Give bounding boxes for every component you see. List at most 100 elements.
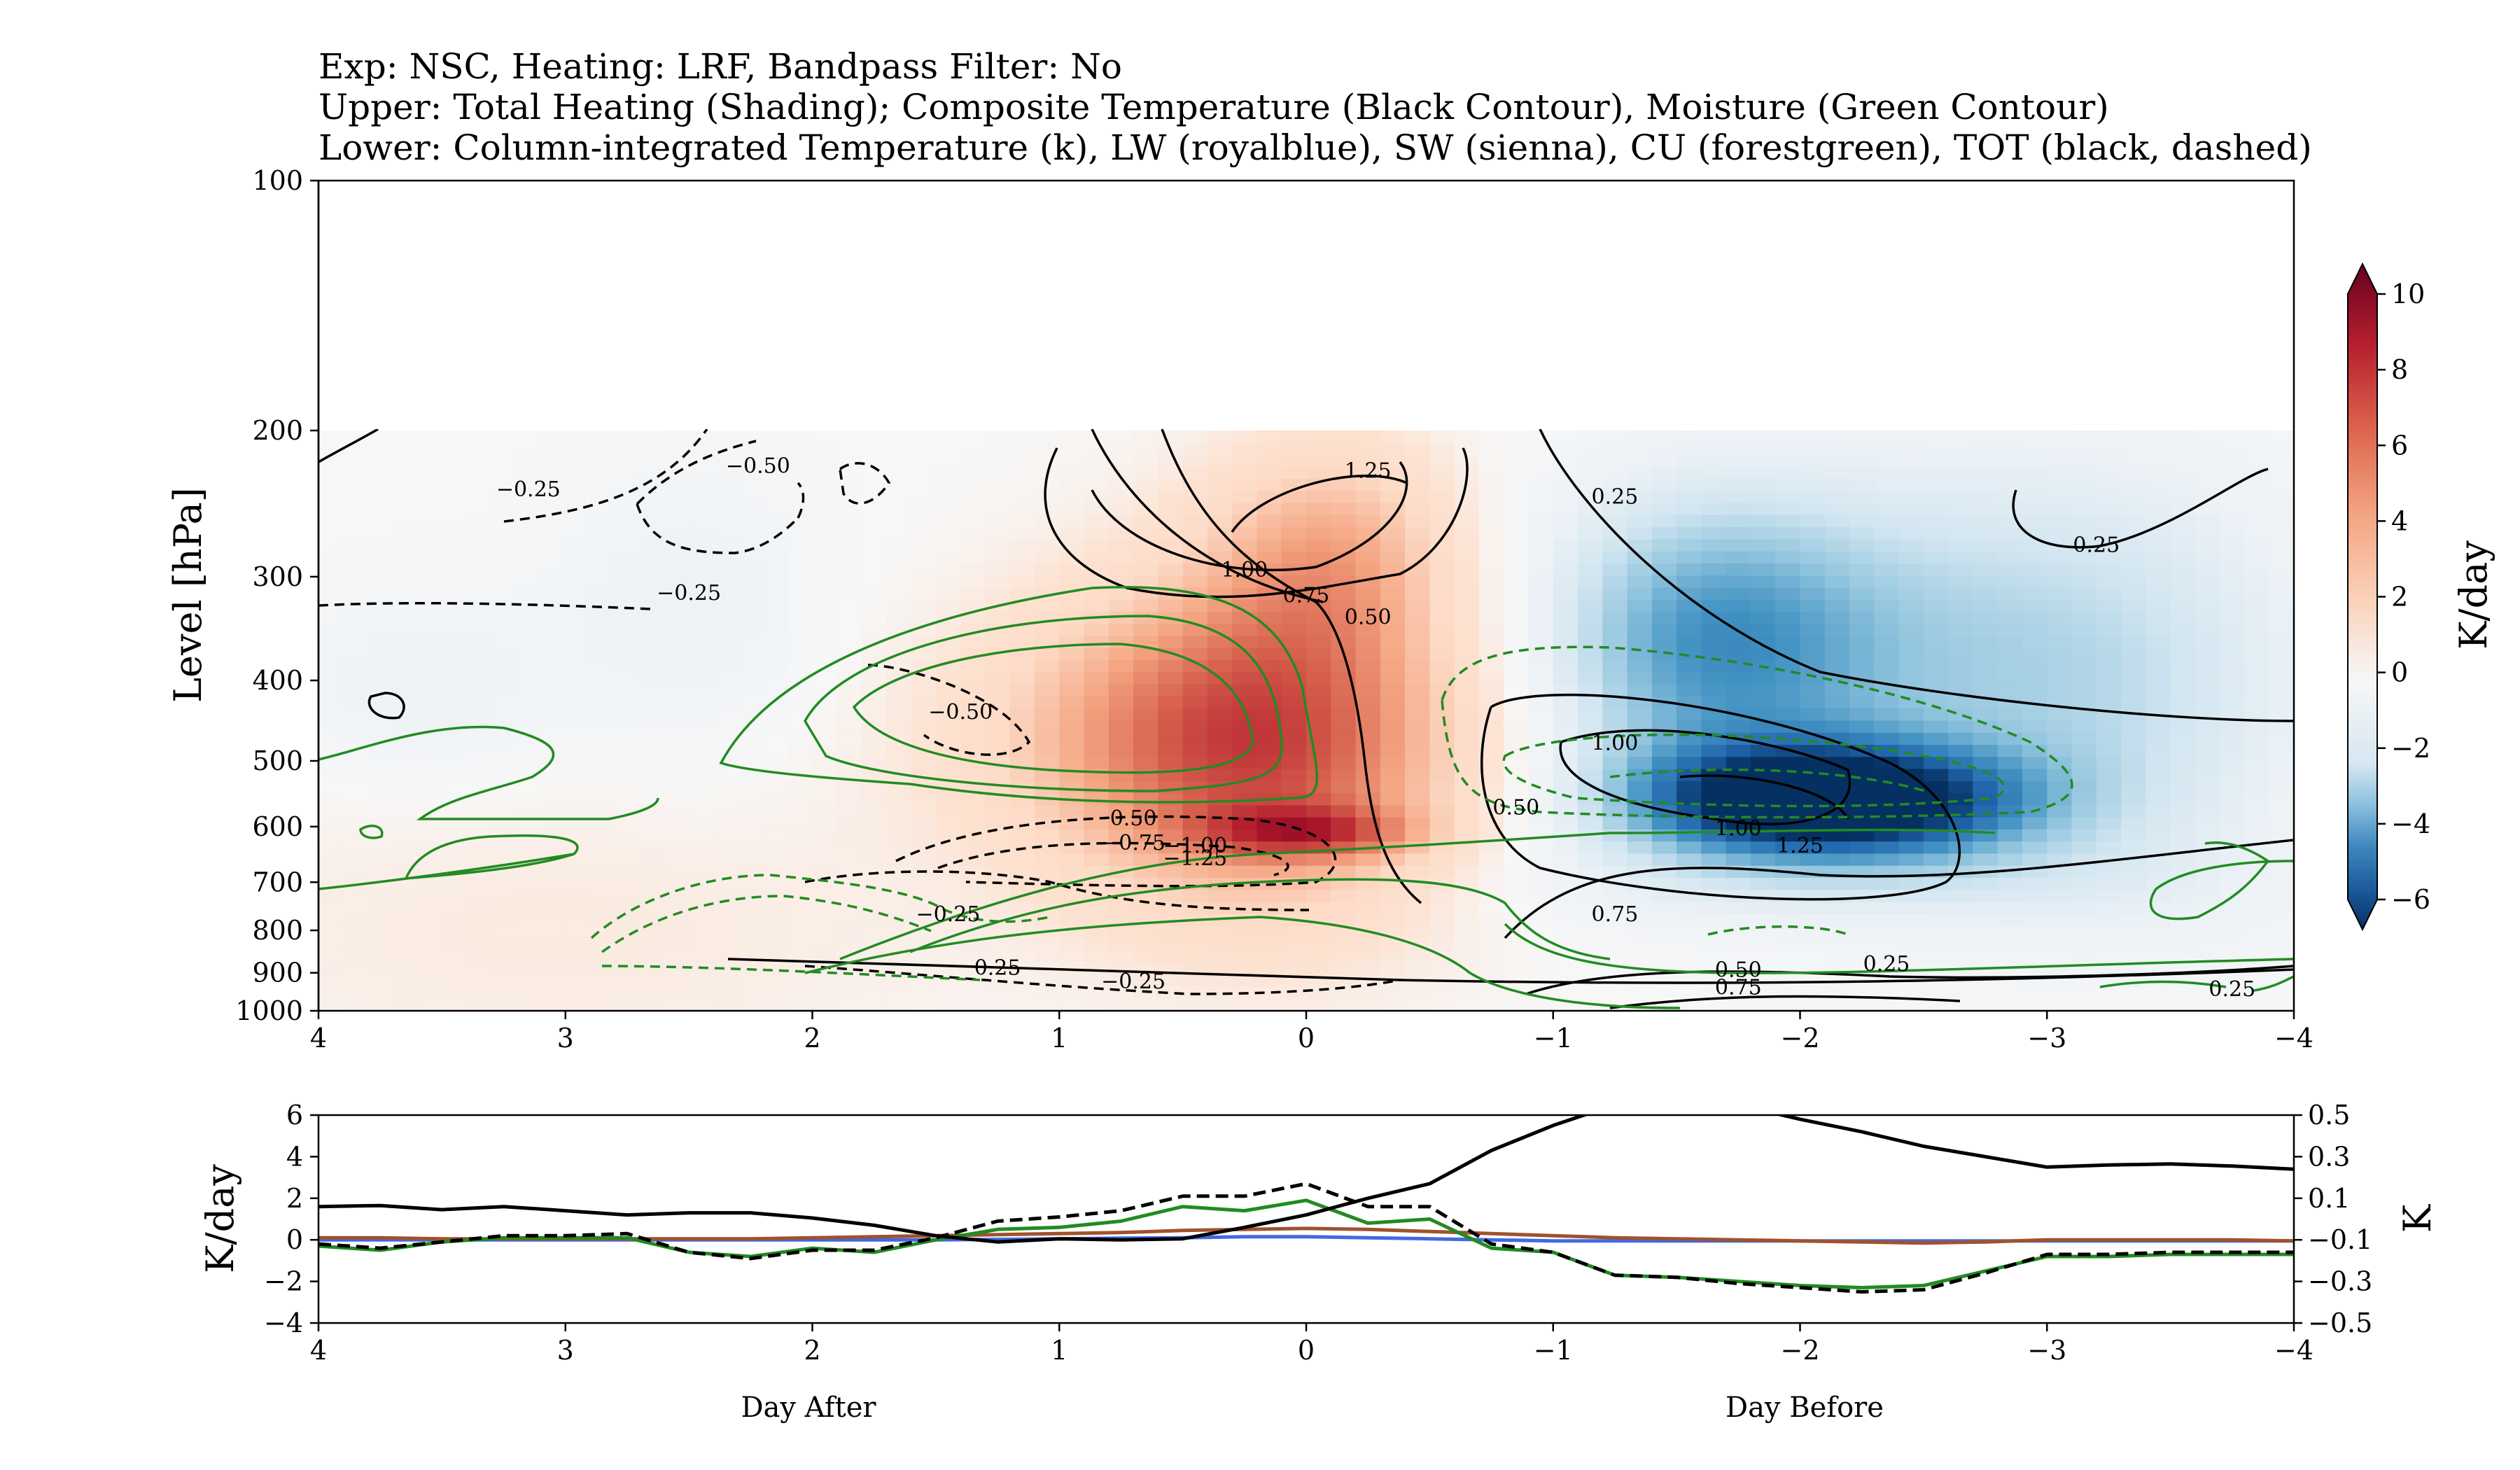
heatmap-cell <box>417 660 443 673</box>
heatmap-cell <box>1355 684 1381 697</box>
heatmap-cell <box>1676 684 1702 697</box>
heatmap-cell <box>788 841 813 855</box>
heatmap-cell <box>1207 660 1233 673</box>
heatmap-cell <box>1355 950 1381 963</box>
heatmap-cell <box>2071 491 2097 504</box>
heatmap-cell <box>2170 902 2196 915</box>
heatmap-cell <box>2244 564 2270 577</box>
heatmap-cell <box>615 564 640 577</box>
heatmap-cell <box>1676 660 1702 673</box>
heatmap-cell <box>565 986 591 1000</box>
heatmap-cell <box>1775 829 1801 842</box>
heatmap-cell <box>1997 684 2023 697</box>
heatmap-cell <box>1553 878 1578 891</box>
heatmap-cell <box>1256 745 1282 758</box>
heatmap-cell <box>1874 551 1900 564</box>
heatmap-cell <box>1849 551 1875 564</box>
heatmap-cell <box>442 636 468 649</box>
heatmap-cell <box>1059 829 1085 842</box>
heatmap-cell <box>812 527 838 540</box>
heatmap-cell <box>1874 636 1900 649</box>
heatmap-cell <box>368 938 393 951</box>
heatmap-cell <box>812 720 838 734</box>
heatmap-cell <box>1256 636 1282 649</box>
heatmap-cell <box>540 624 566 637</box>
heatmap-cell <box>2022 612 2048 625</box>
heatmap-cell <box>2194 684 2220 697</box>
heatmap-cell <box>960 817 986 830</box>
heatmap-cell <box>1578 757 1604 770</box>
heatmap-cell <box>2022 841 2048 855</box>
heatmap-cell <box>1331 950 1357 963</box>
heatmap-cell <box>565 491 591 504</box>
heatmap-cell <box>738 745 764 758</box>
heatmap-cell <box>1651 950 1677 963</box>
heatmap-cell <box>1478 479 1504 492</box>
heatmap-cell <box>1306 479 1332 492</box>
heatmap-cell <box>738 732 764 746</box>
heatmap-cell <box>1108 599 1134 612</box>
heatmap-cell <box>1478 660 1504 673</box>
heatmap-cell <box>1504 612 1530 625</box>
heatmap-cell <box>886 708 912 722</box>
heatmap-cell <box>788 430 813 444</box>
heatmap-cell <box>1726 950 1751 963</box>
heatmap-cell <box>1232 757 1258 770</box>
heatmap-cell <box>960 539 986 552</box>
heatmap-cell <box>935 841 961 855</box>
heatmap-cell <box>1651 612 1677 625</box>
heatmap-cell <box>442 454 468 468</box>
heatmap-cell <box>738 575 764 589</box>
heatmap-cell <box>442 708 468 722</box>
colorbar-tick-label: 6 <box>2391 430 2408 461</box>
heatmap-cell <box>1948 890 1974 903</box>
heatmap-cell <box>1405 841 1431 855</box>
heatmap-cell <box>2022 950 2048 963</box>
heatmap-cell <box>1750 865 1776 878</box>
upper-y-tick-label: 800 <box>252 915 303 946</box>
lower-x-tick-label: 3 <box>557 1335 574 1366</box>
heatmap-cell <box>1676 599 1702 612</box>
heatmap-cell <box>1405 648 1431 661</box>
heatmap-cell <box>1578 829 1604 842</box>
heatmap-cell <box>788 757 813 770</box>
heatmap-cell <box>1651 454 1677 468</box>
heatmap-cell <box>1824 551 1850 564</box>
heatmap-cell <box>1997 829 2023 842</box>
heatmap-cell <box>2269 491 2294 504</box>
heatmap-cell <box>812 539 838 552</box>
heatmap-cell <box>318 514 344 528</box>
heatmap-cell <box>491 575 517 589</box>
heatmap-cell <box>1084 551 1110 564</box>
heatmap-cell <box>664 514 690 528</box>
heatmap-cell <box>1923 660 1949 673</box>
heatmap-cell <box>812 514 838 528</box>
heatmap-cell <box>1478 745 1504 758</box>
heatmap-cell <box>2170 998 2196 1011</box>
heatmap-cell <box>1429 998 1455 1011</box>
heatmap-cell <box>862 998 888 1011</box>
heatmap-cell <box>2071 865 2097 878</box>
heatmap-cell <box>466 514 492 528</box>
heatmap-cell <box>1578 696 1604 710</box>
heatmap-cell <box>1256 539 1282 552</box>
heatmap-cell <box>1528 648 1554 661</box>
lower-y-tick-label-right: 0.5 <box>2308 1100 2350 1130</box>
heatmap-cell <box>1232 430 1258 444</box>
heatmap-cell <box>466 479 492 492</box>
heatmap-cell <box>738 442 764 456</box>
heatmap-cell <box>2047 564 2073 577</box>
heatmap-cell <box>2244 503 2270 516</box>
heatmap-cell <box>1997 636 2023 649</box>
heatmap-cell <box>2071 636 2097 649</box>
heatmap-cell <box>1405 998 1431 1011</box>
heatmap-cell <box>2220 624 2246 637</box>
heatmap-cell <box>2220 696 2246 710</box>
heatmap-cell <box>1182 817 1208 830</box>
heatmap-cell <box>911 660 937 673</box>
heatmap-cell <box>368 479 393 492</box>
lower-y-tick-label: 4 <box>286 1141 303 1172</box>
heatmap-cell <box>2047 672 2073 685</box>
heatmap-cell <box>1405 878 1431 891</box>
heatmap-cell <box>1874 853 1900 867</box>
